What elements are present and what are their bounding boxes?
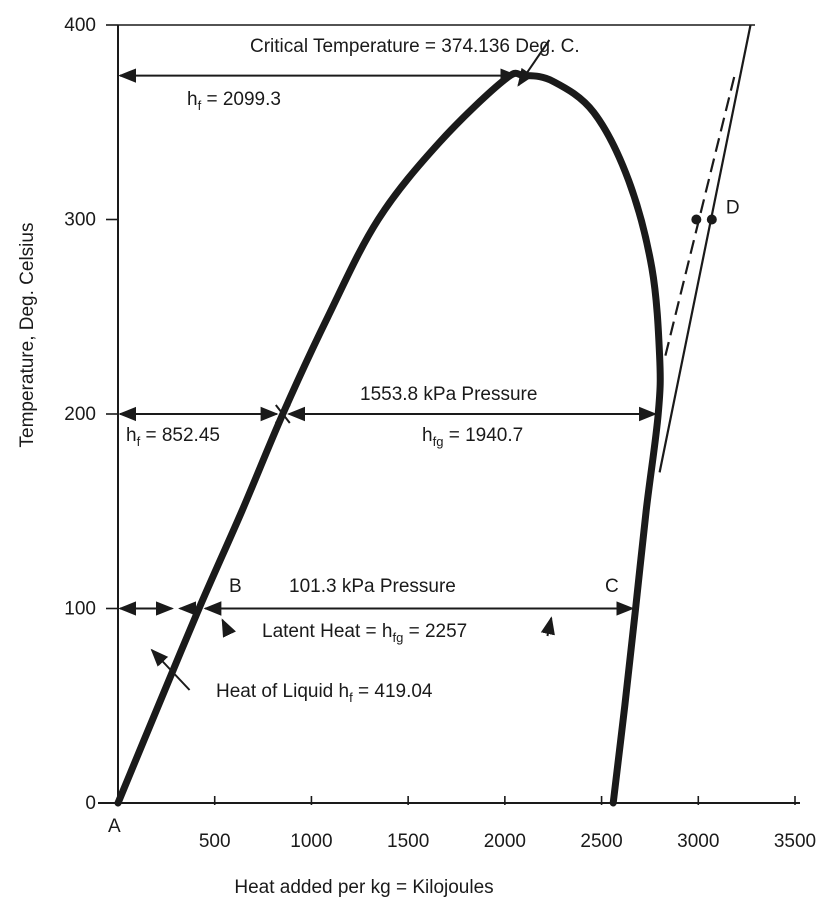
critical-temperature-label: Critical Temperature = 374.136 Deg. C. — [250, 36, 580, 57]
heat-of-liquid-pointer-arrow — [150, 648, 191, 691]
x-tick-label: 2000 — [484, 831, 526, 852]
point-d-label: D — [726, 198, 740, 219]
point-a-label: A — [108, 816, 121, 837]
hf-852-label: hf = 852.45 — [126, 425, 220, 449]
hfg-1940-label: hfg = 1940.7 — [422, 425, 523, 449]
y-tick-label: 200 — [64, 404, 96, 425]
heat-of-liquid-label: Heat of Liquid hf = 419.04 — [216, 681, 433, 705]
latent-heat-label: Latent Heat = hfg = 2257 — [262, 621, 467, 645]
superheat-solid-line — [658, 24, 752, 473]
points-layer: D — [275, 198, 740, 424]
intersection-cross-marker — [275, 404, 291, 424]
x-tick-label: 1500 — [387, 831, 429, 852]
x-tick-label: 1000 — [290, 831, 332, 852]
point-b-label: B — [229, 576, 242, 597]
latent-right-pointer-arrow — [540, 616, 555, 637]
latent-left-pointer-arrow — [221, 618, 236, 638]
x-axis-title: Heat added per kg = Kilojoules — [234, 877, 493, 898]
y-tick-label: 0 — [85, 793, 96, 814]
point-c-label: C — [605, 576, 619, 597]
y-tick-label: 400 — [64, 15, 96, 36]
superheat-dashed-line — [664, 73, 737, 356]
x-tick-label: 3500 — [774, 831, 816, 852]
state-point-marker — [691, 214, 702, 225]
pressure-1553-label: 1553.8 kPa Pressure — [360, 384, 537, 405]
y-tick-label: 100 — [64, 599, 96, 620]
x-tick-label: 500 — [199, 831, 231, 852]
critical-pointer-arrow — [517, 39, 551, 87]
x-tick-label: 3000 — [677, 831, 719, 852]
y-tick-label: 300 — [64, 210, 96, 231]
x-tick-label: 2500 — [580, 831, 622, 852]
state-point-marker — [706, 214, 717, 225]
hf-2099-label: hf = 2099.3 — [187, 89, 281, 113]
y-axis-title: Temperature, Deg. Celsius — [17, 223, 38, 448]
dimension-arrows-layer — [118, 39, 658, 691]
pressure-101-label: 101.3 kPa Pressure — [289, 576, 456, 597]
ticks-layer: 500 1000 1500 2000 2500 3000 3500 0 100 200 300 400 — [64, 15, 816, 852]
